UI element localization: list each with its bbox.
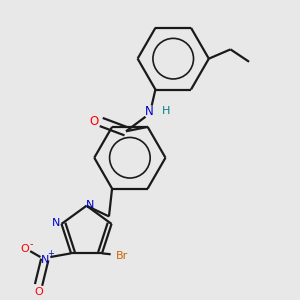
- Text: -: -: [30, 239, 33, 249]
- Text: N: N: [86, 200, 94, 210]
- Text: O: O: [90, 115, 99, 128]
- Text: O: O: [34, 287, 43, 297]
- Text: Br: Br: [116, 251, 128, 261]
- Text: N: N: [52, 218, 60, 228]
- Text: +: +: [47, 250, 54, 259]
- Text: O: O: [20, 244, 29, 254]
- Text: H: H: [162, 106, 170, 116]
- Text: N: N: [145, 105, 154, 118]
- Text: N: N: [40, 254, 49, 265]
